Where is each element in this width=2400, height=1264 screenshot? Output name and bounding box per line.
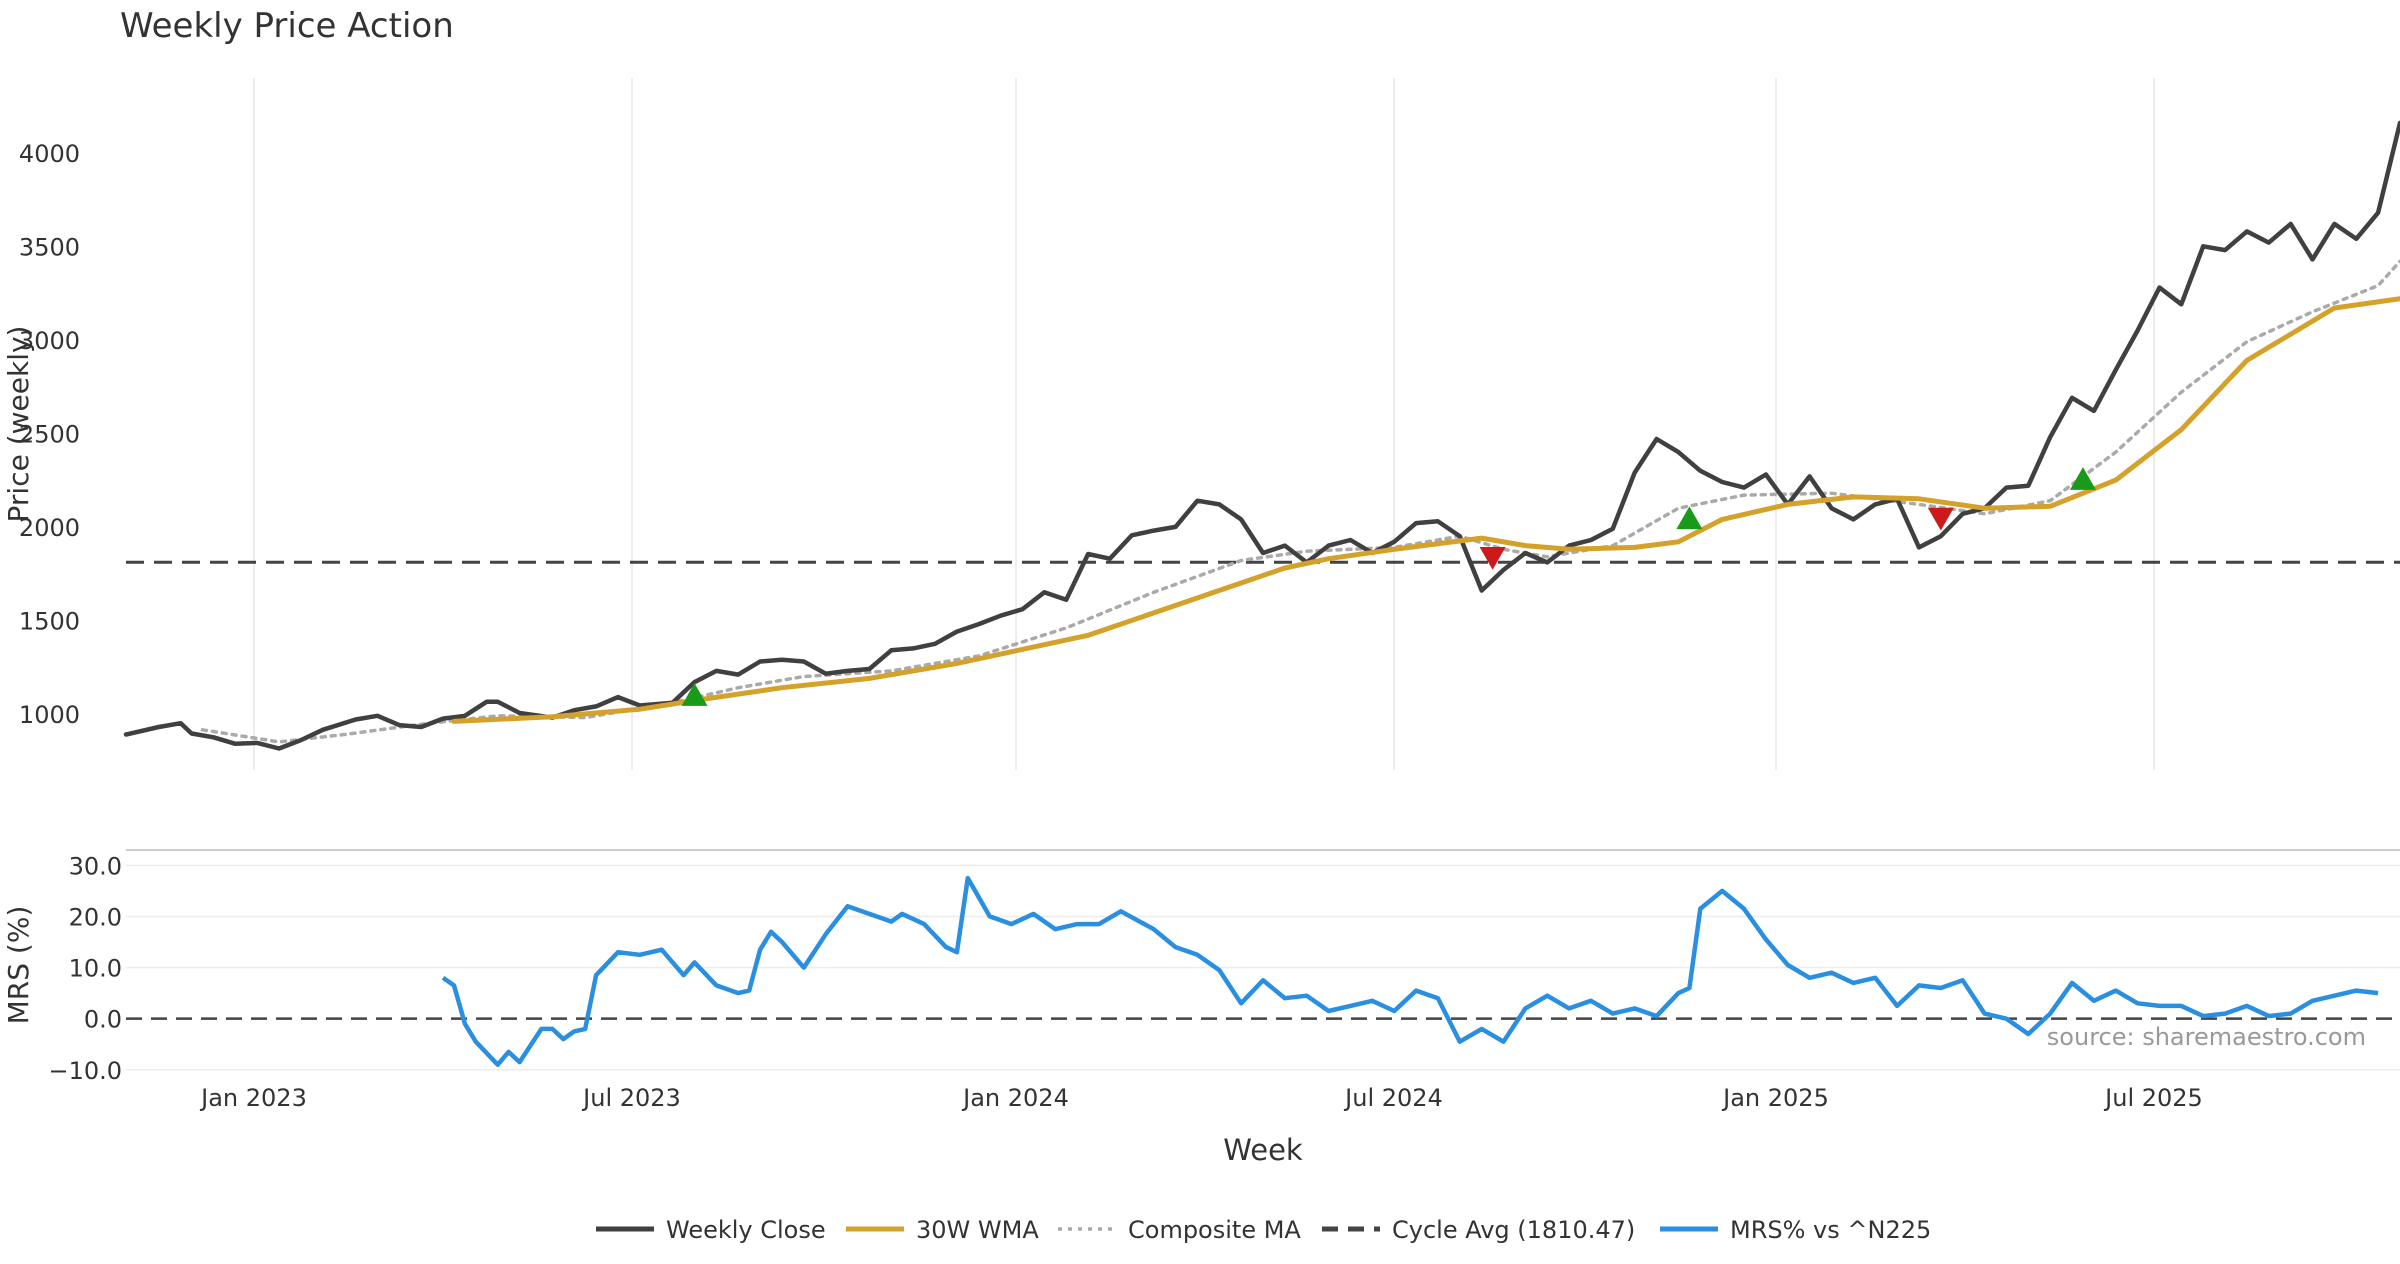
series-line-30w-wma <box>454 299 2400 722</box>
mrs-y-tick-label: 20.0 <box>69 903 122 931</box>
price-y-tick-label: 4000 <box>19 140 80 168</box>
legend-label: Cycle Avg (1810.47) <box>1392 1216 1635 1244</box>
legend: Weekly Close 30W WMA Composite MA Cycle Avg… <box>596 1216 1931 1244</box>
price-y-axis-label: Price (weekly) <box>2 326 35 523</box>
legend-label: Composite MA <box>1128 1216 1301 1244</box>
x-tick-label: Jan 2025 <box>1721 1084 1829 1112</box>
x-tick-label: Jan 2024 <box>961 1084 1069 1112</box>
series-line-composite-ma <box>203 261 2400 742</box>
chart-title: Weekly Price Action <box>120 6 454 46</box>
price-y-tick-label: 1000 <box>19 701 80 729</box>
legend-label: Weekly Close <box>666 1216 826 1244</box>
legend-label: 30W WMA <box>916 1216 1039 1244</box>
price-grid <box>254 78 2154 770</box>
series-line-weekly-close <box>126 123 2400 749</box>
mrs-y-tick-label: 0.0 <box>84 1006 122 1034</box>
source-note: source: sharemaestro.com <box>2047 1023 2366 1051</box>
mrs-y-tick-label: −10.0 <box>48 1057 122 1085</box>
price-y-tick-label: 1500 <box>19 607 80 635</box>
sell-signal-marker <box>1480 547 1506 570</box>
mrs-y-axis-label: MRS (%) <box>2 906 35 1025</box>
price-y-tick-label: 3500 <box>19 233 80 261</box>
x-tick-label: Jul 2025 <box>2103 1084 2203 1112</box>
x-tick-label: Jan 2023 <box>199 1084 307 1112</box>
x-axis-label: Week <box>1223 1133 1303 1167</box>
mrs-y-tick-label: 30.0 <box>69 852 122 880</box>
mrs-y-tick-label: 10.0 <box>69 955 122 983</box>
legend-label: MRS% vs ^N225 <box>1730 1216 1931 1244</box>
x-tick-label: Jul 2024 <box>1343 1084 1443 1112</box>
buy-signal-marker <box>682 683 708 706</box>
x-tick-label: Jul 2023 <box>581 1084 681 1112</box>
buy-signal-marker <box>1676 506 1702 529</box>
